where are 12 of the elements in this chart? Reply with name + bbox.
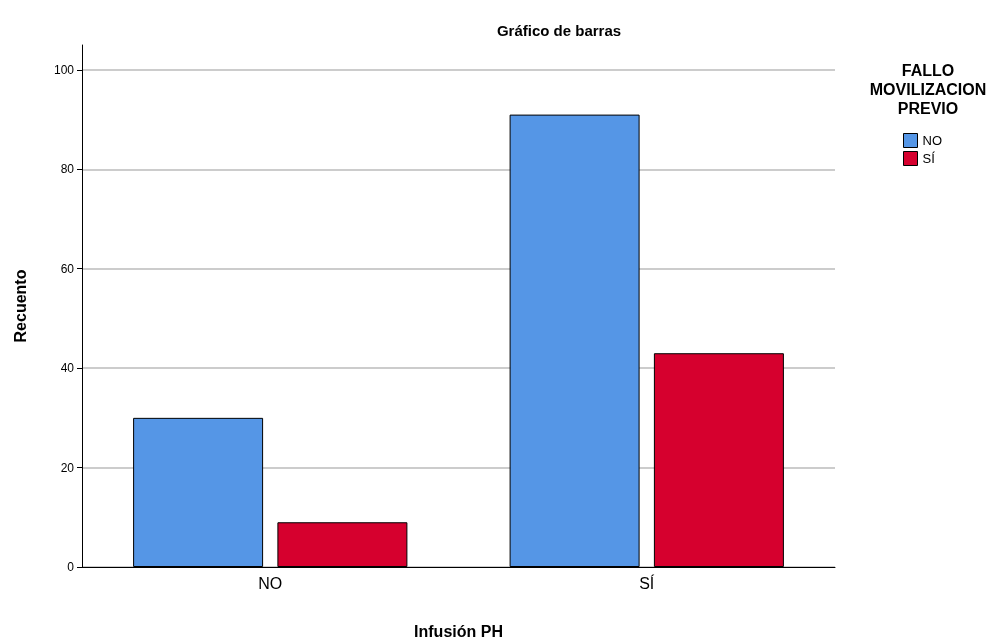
y-tick-label: 40: [60, 361, 75, 376]
y-tick-label: 80: [60, 162, 75, 177]
chart-title: Gráfico de barras: [496, 22, 622, 39]
y-tick-label: 100: [53, 62, 75, 77]
x-axis-title: Infusión PH: [414, 622, 503, 640]
legend-label: SÍ: [922, 151, 936, 166]
y-axis-title: Recuento: [11, 269, 29, 343]
y-tick-label: 0: [67, 560, 75, 574]
y-tick-label: 20: [60, 460, 75, 475]
y-tick-label: 60: [60, 261, 75, 276]
legend-title: FALLO MOVILIZACION PREVIO: [869, 62, 987, 117]
legend-label: NO: [922, 133, 942, 148]
